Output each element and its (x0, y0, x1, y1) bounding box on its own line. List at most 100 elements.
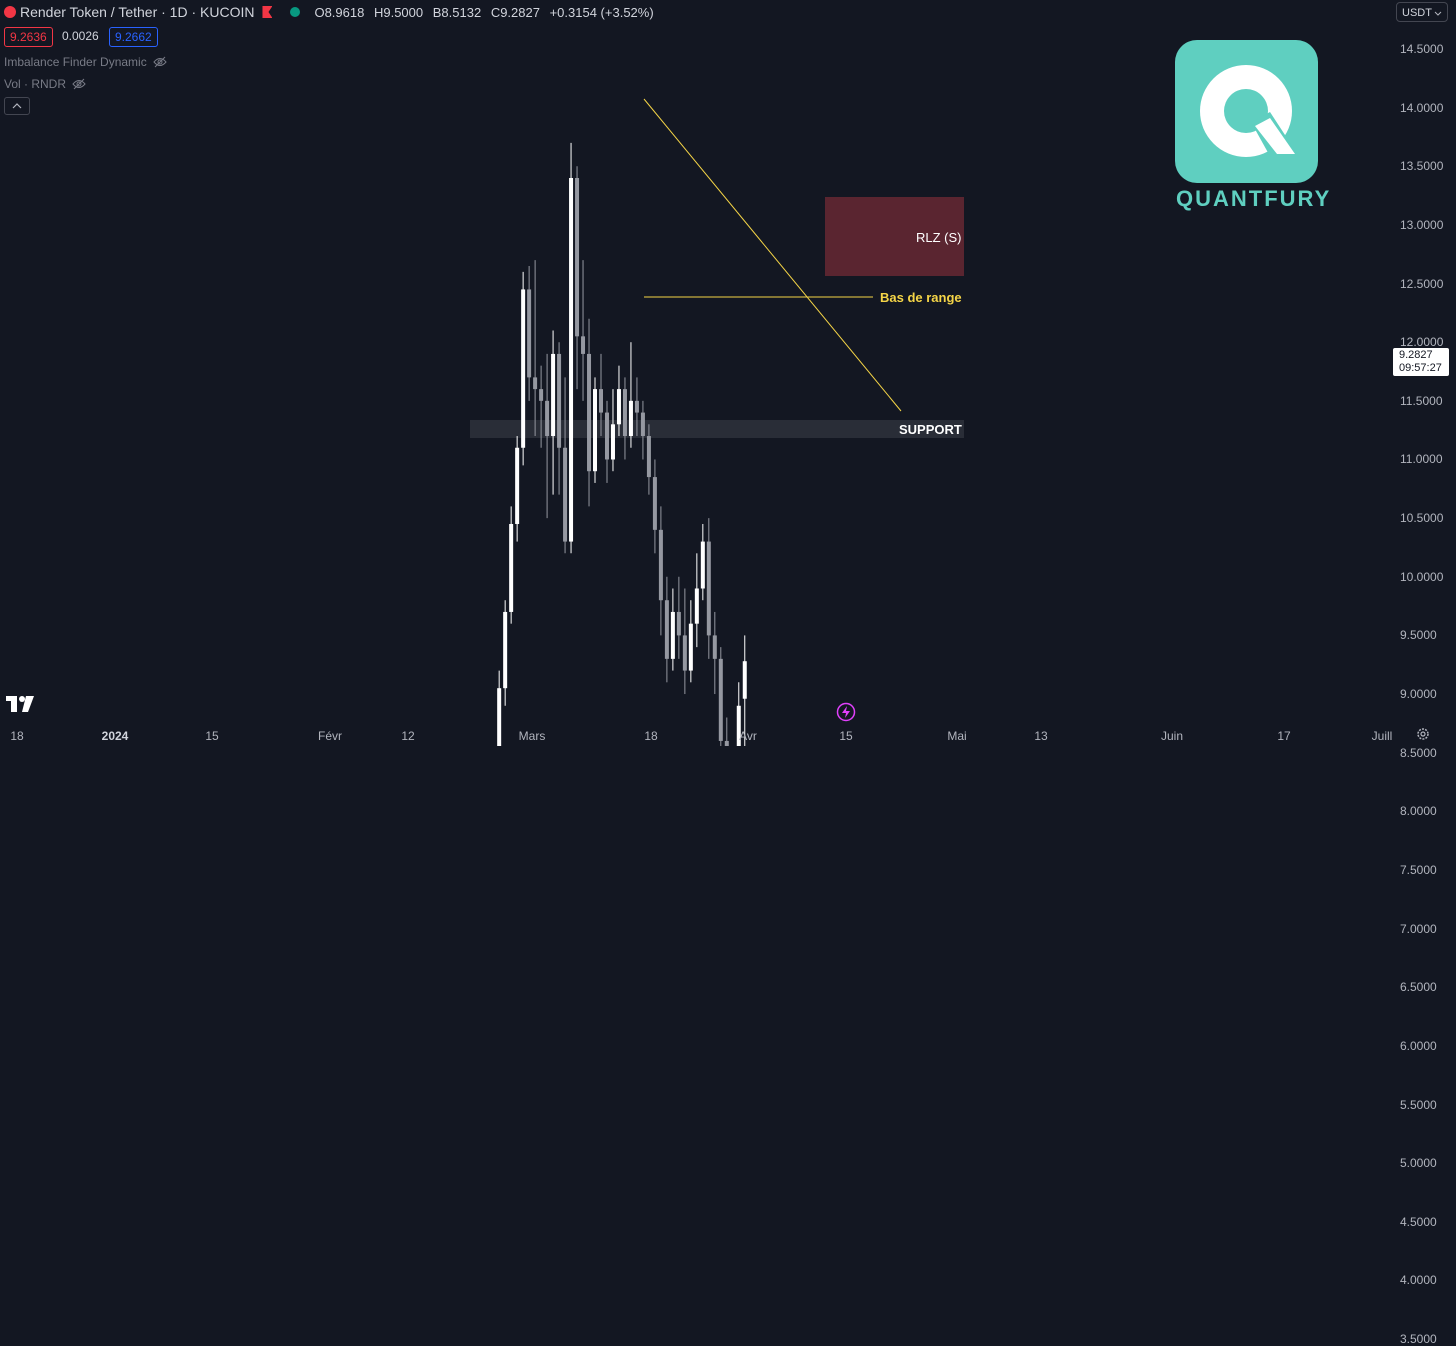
candle-body[interactable] (593, 389, 598, 472)
candle-countdown: 09:57:27 (1399, 362, 1442, 374)
rlz-zone-label: RLZ (S) (916, 230, 962, 245)
candle-body[interactable] (736, 705, 741, 746)
time-tick: 2024 (101, 729, 129, 743)
render-token-icon (4, 6, 16, 18)
time-tick: Juin (1160, 729, 1184, 743)
candle-body[interactable] (676, 611, 681, 636)
buy-price-button[interactable]: 9.2662 (109, 27, 158, 47)
candle-body[interactable] (575, 178, 580, 337)
price-tick: 14.5000 (1400, 42, 1444, 56)
time-tick: Févr (318, 729, 342, 743)
chevron-up-icon (12, 103, 22, 109)
indicator-volume[interactable]: Vol · RNDR (4, 77, 86, 91)
spread-value: 0.0026 (62, 29, 99, 43)
current-price: 9.2827 (1399, 349, 1433, 361)
candle-body[interactable] (587, 353, 592, 472)
price-tick: 7.0000 (1400, 921, 1437, 936)
time-tick: 18 (10, 729, 24, 743)
candle-body[interactable] (563, 447, 568, 542)
current-price-label: 9.2827 09:57:27 (1393, 348, 1449, 376)
time-tick: 18 (644, 729, 658, 743)
symbol-title[interactable]: Render Token / Tether · 1D · KUCOIN (20, 4, 255, 20)
candle-body[interactable] (670, 611, 675, 659)
price-tick: 4.5000 (1400, 1214, 1437, 1229)
candle-body[interactable] (527, 289, 532, 378)
candle-body[interactable] (652, 477, 657, 530)
flag-icon[interactable] (262, 6, 273, 18)
candle-body[interactable] (688, 623, 693, 671)
indicator-imbalance-finder[interactable]: Imbalance Finder Dynamic (4, 55, 167, 69)
price-tick: 13.0000 (1400, 217, 1444, 232)
candle-body[interactable] (712, 635, 717, 659)
settings-gear-icon[interactable] (1416, 727, 1430, 741)
lightning-icon[interactable] (836, 702, 856, 722)
candle-body[interactable] (533, 377, 538, 390)
candle-body[interactable] (503, 611, 508, 689)
candle-body[interactable] (604, 412, 609, 460)
price-tick: 5.5000 (1400, 1097, 1437, 1112)
ohlc-high: H9.5000 (373, 4, 424, 20)
candle-body[interactable] (742, 661, 747, 699)
candle-body[interactable] (682, 635, 687, 671)
candle-body[interactable] (616, 389, 621, 425)
candle-body[interactable] (634, 400, 639, 413)
candle-body[interactable] (610, 424, 615, 460)
candle-body[interactable] (599, 389, 603, 413)
candle-body[interactable] (724, 740, 729, 746)
price-tick: 10.0000 (1400, 569, 1444, 584)
candle-body[interactable] (521, 289, 526, 448)
candle-body[interactable] (497, 688, 502, 746)
candle-body[interactable] (622, 389, 627, 437)
eye-off-icon[interactable] (153, 56, 167, 68)
sell-price-button[interactable]: 9.2636 (4, 27, 53, 47)
candle-body[interactable] (646, 436, 651, 478)
indicator-label: Vol · RNDR (4, 77, 67, 91)
price-tick: 6.0000 (1400, 1038, 1437, 1053)
candle-body[interactable] (718, 658, 723, 741)
price-tick: 6.5000 (1400, 980, 1437, 995)
candle-body[interactable] (700, 541, 705, 589)
price-chart[interactable] (0, 0, 1456, 746)
candle-body[interactable] (664, 600, 669, 659)
ohlc-close: C9.2827 (490, 4, 540, 20)
candle-body[interactable] (640, 412, 645, 437)
candle-body[interactable] (581, 336, 586, 354)
candle-body[interactable] (539, 389, 544, 401)
candle-body[interactable] (515, 447, 520, 524)
time-tick: Mars (518, 729, 546, 743)
descending-trendline[interactable] (643, 98, 902, 412)
price-tick: 14.0000 (1400, 100, 1444, 115)
time-tick: Mai (947, 729, 967, 743)
time-tick: Avr (739, 729, 757, 743)
support-zone (470, 420, 964, 438)
time-tick: 12 (401, 729, 415, 743)
candle-body[interactable] (545, 400, 550, 437)
currency-select[interactable]: USDT (1396, 2, 1448, 22)
q-logo-icon (1200, 65, 1300, 158)
time-tick: 15 (839, 729, 853, 743)
currency-label: USDT (1402, 7, 1432, 19)
candle-body[interactable] (509, 523, 514, 612)
collapse-legend-button[interactable] (4, 97, 30, 115)
price-tick: 13.5000 (1400, 159, 1444, 174)
symbol-header[interactable]: Render Token / Tether · 1D · KUCOIN O8.9… (0, 0, 660, 24)
candle-body[interactable] (551, 353, 556, 437)
price-tick: 11.5000 (1400, 393, 1443, 408)
price-tick: 12.5000 (1400, 276, 1444, 291)
indicator-label: Imbalance Finder Dynamic (4, 55, 147, 69)
price-tick: 9.0000 (1400, 687, 1437, 702)
price-tick: 8.0000 (1400, 804, 1437, 819)
market-status-icon[interactable] (290, 7, 301, 17)
candle-body[interactable] (628, 400, 633, 437)
tradingview-logo-icon[interactable] (6, 696, 36, 712)
candle-body[interactable] (706, 541, 711, 636)
price-tick: 5.0000 (1400, 1156, 1437, 1171)
rlz-zone (825, 197, 964, 276)
ohlc-open: O8.9618 (314, 4, 365, 20)
eye-off-icon[interactable] (72, 78, 86, 90)
candle-body[interactable] (694, 588, 699, 624)
candle-body[interactable] (658, 529, 663, 601)
candle-body[interactable] (569, 178, 574, 542)
price-tick: 7.5000 (1400, 862, 1437, 877)
candle-body[interactable] (557, 353, 562, 448)
